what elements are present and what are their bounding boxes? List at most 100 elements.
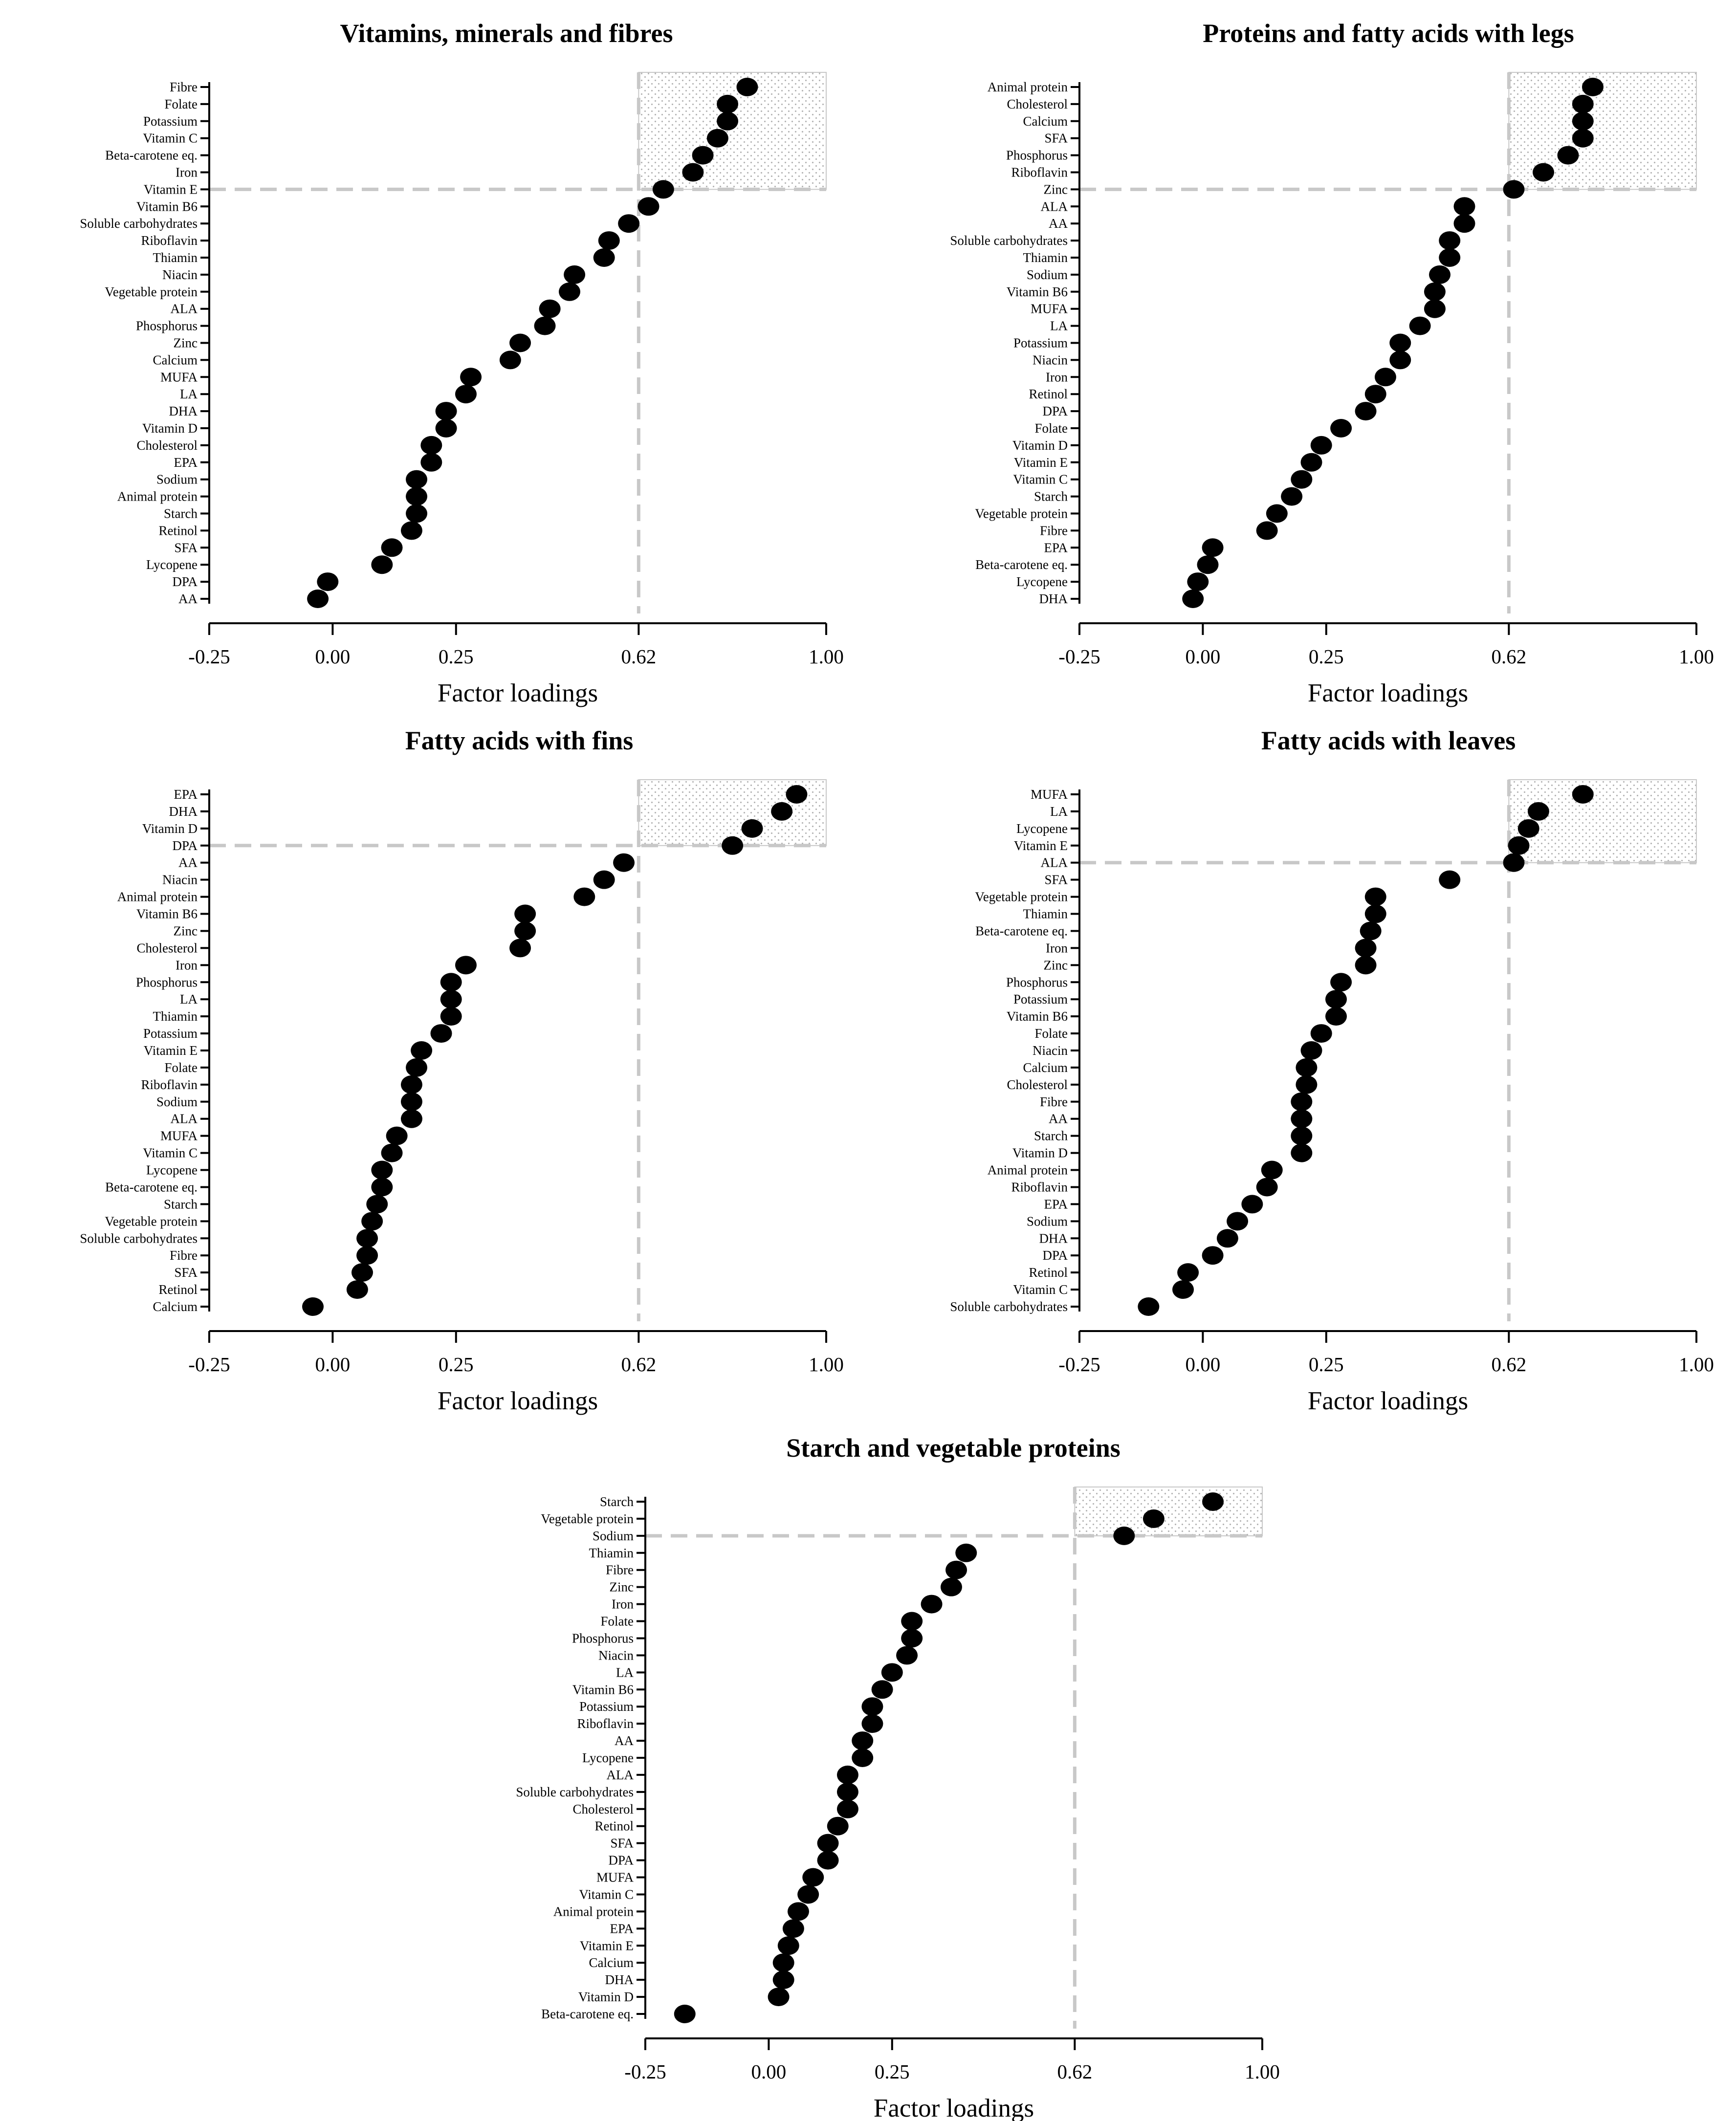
data-point bbox=[652, 180, 674, 199]
y-tick-label: Vitamin C bbox=[1013, 472, 1068, 487]
y-tick-label: Niacin bbox=[162, 267, 198, 282]
data-point bbox=[741, 819, 763, 838]
data-point bbox=[817, 1851, 839, 1870]
y-tick-label: Niacin bbox=[598, 1648, 634, 1662]
y-tick-label: Folate bbox=[601, 1614, 634, 1629]
y-tick-label: Niacin bbox=[162, 873, 198, 887]
y-tick-label: ALA bbox=[1041, 199, 1068, 214]
y-tick-label: Animal protein bbox=[988, 1163, 1068, 1178]
data-point bbox=[356, 1229, 378, 1248]
data-point bbox=[1300, 1041, 1322, 1060]
data-point bbox=[1364, 385, 1386, 404]
y-tick-label: MUFA bbox=[160, 1129, 198, 1143]
x-tick-label: 1.00 bbox=[1679, 645, 1714, 668]
y-tick-label: Soluble carbohydrates bbox=[950, 233, 1068, 248]
y-tick-label: Iron bbox=[1046, 370, 1068, 384]
data-point bbox=[736, 78, 758, 96]
data-point bbox=[1364, 887, 1386, 906]
y-tick-label: Zinc bbox=[610, 1580, 634, 1595]
y-tick-label: DHA bbox=[169, 804, 198, 819]
x-tick-label: -0.25 bbox=[188, 645, 230, 668]
y-tick-label: ALA bbox=[1041, 855, 1068, 870]
data-point bbox=[1424, 299, 1446, 318]
chart-panel-3: Fatty acids with fins EPA DHA Vitamin D DPA A… bbox=[80, 726, 844, 1415]
data-point bbox=[717, 94, 739, 113]
data-point bbox=[772, 1970, 794, 1990]
y-tick-label: Zinc bbox=[1044, 182, 1068, 197]
chart-title: Fatty acids with leaves bbox=[1261, 726, 1516, 755]
data-point bbox=[1202, 1246, 1224, 1265]
y-tick-label: Potassium bbox=[579, 1699, 634, 1714]
data-point bbox=[1172, 1280, 1194, 1299]
data-point bbox=[836, 1782, 858, 1801]
data-point bbox=[921, 1595, 943, 1614]
y-tick-label: Potassium bbox=[143, 1026, 198, 1041]
data-point bbox=[618, 214, 640, 233]
chart-title: Fatty acids with fins bbox=[405, 726, 634, 755]
data-point bbox=[786, 785, 808, 804]
y-tick-label: DPA bbox=[1042, 1248, 1068, 1263]
data-point bbox=[1355, 939, 1377, 958]
data-point bbox=[420, 436, 442, 455]
y-tick-label: Vitamin E bbox=[144, 182, 198, 197]
data-point bbox=[371, 1178, 393, 1197]
data-point bbox=[1439, 870, 1461, 889]
data-point bbox=[787, 1902, 809, 1921]
data-point bbox=[1508, 836, 1530, 855]
y-tick-label: Phosphorus bbox=[1006, 148, 1068, 163]
data-point bbox=[400, 521, 422, 540]
data-point bbox=[559, 282, 581, 301]
data-point bbox=[435, 402, 457, 421]
data-point bbox=[682, 163, 704, 182]
y-tick-label: Potassium bbox=[1013, 336, 1068, 350]
y-tick-label: Lycopene bbox=[146, 1163, 198, 1178]
data-point bbox=[901, 1612, 923, 1631]
y-tick-label: Vegetable protein bbox=[975, 890, 1068, 904]
y-tick-label: Vitamin B6 bbox=[572, 1682, 634, 1697]
data-point bbox=[861, 1697, 883, 1716]
data-point bbox=[782, 1919, 804, 1938]
highlight-region bbox=[1074, 1487, 1263, 1536]
y-tick-label: Calcium bbox=[1023, 1060, 1068, 1075]
y-tick-label: ALA bbox=[171, 302, 198, 316]
y-tick-label: Soluble carbohydrates bbox=[516, 1785, 634, 1799]
data-point bbox=[1296, 1058, 1318, 1077]
highlight-region bbox=[1508, 779, 1697, 863]
y-tick-label: DPA bbox=[1042, 404, 1068, 418]
data-point bbox=[361, 1212, 383, 1231]
y-tick-label: Vitamin C bbox=[143, 1146, 198, 1160]
x-tick-label: -0.25 bbox=[1058, 1353, 1100, 1376]
data-point bbox=[534, 316, 556, 335]
y-tick-label: Vegetable protein bbox=[105, 1214, 198, 1228]
data-point bbox=[386, 1126, 408, 1145]
data-point bbox=[366, 1195, 388, 1214]
data-point bbox=[440, 1007, 462, 1026]
y-tick-label: Iron bbox=[1046, 940, 1068, 955]
y-tick-label: MUFA bbox=[596, 1870, 634, 1885]
data-point bbox=[1364, 904, 1386, 923]
y-tick-label: Starch bbox=[164, 506, 198, 521]
y-tick-label: Niacin bbox=[1033, 352, 1068, 367]
data-point bbox=[406, 487, 428, 506]
data-point bbox=[1113, 1526, 1135, 1545]
data-point bbox=[1291, 1143, 1313, 1162]
y-tick-label: Thiamin bbox=[1023, 250, 1068, 265]
y-tick-label: Beta-carotene eq. bbox=[541, 2007, 634, 2021]
y-tick-label: Starch bbox=[1034, 489, 1068, 504]
data-point bbox=[514, 921, 536, 940]
y-tick-label: Starch bbox=[600, 1494, 634, 1509]
data-point bbox=[1197, 555, 1219, 574]
y-tick-label: Animal protein bbox=[988, 80, 1068, 94]
y-tick-label: Vitamin B6 bbox=[136, 907, 198, 921]
data-point bbox=[1296, 1075, 1318, 1094]
y-tick-label: Riboflavin bbox=[1011, 1180, 1068, 1194]
data-point bbox=[593, 870, 615, 889]
data-point bbox=[1261, 1160, 1283, 1180]
data-point bbox=[1241, 1195, 1263, 1214]
y-tick-label: Vitamin E bbox=[580, 1938, 634, 1953]
data-point bbox=[772, 1953, 794, 1972]
data-point bbox=[381, 538, 403, 557]
data-point bbox=[1182, 590, 1204, 608]
y-tick-label: MUFA bbox=[160, 370, 198, 384]
